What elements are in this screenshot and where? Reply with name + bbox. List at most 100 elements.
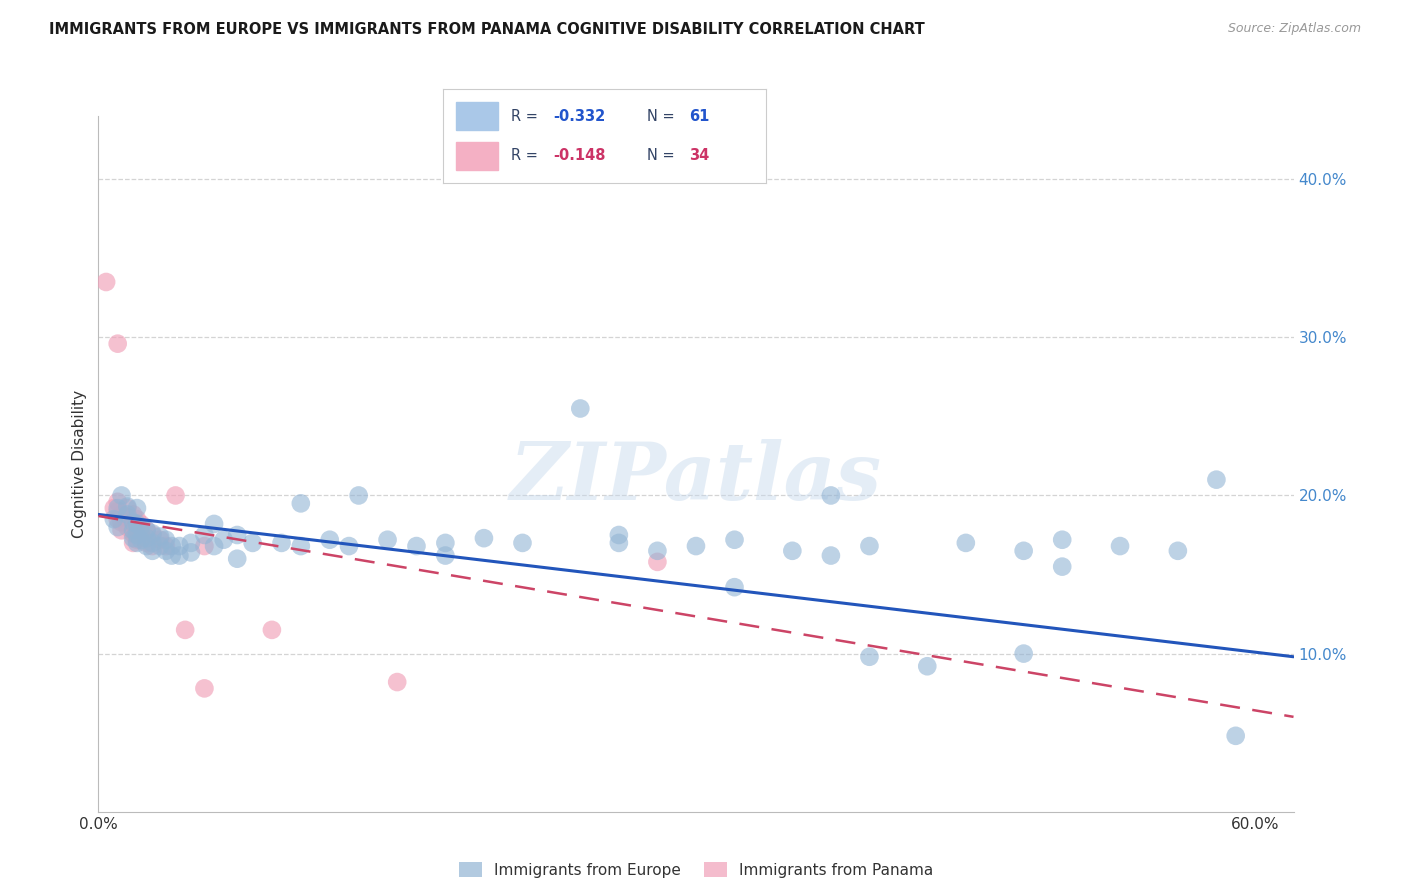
Bar [456, 142, 498, 169]
Text: 61: 61 [689, 109, 709, 124]
Point [472, 531, 495, 545]
Point [1205, 473, 1227, 487]
Point [160, 549, 183, 563]
Point [125, 501, 148, 516]
Point [434, 549, 457, 563]
Point [117, 500, 139, 514]
Point [782, 543, 804, 558]
Point [135, 539, 157, 553]
Point [141, 536, 163, 550]
Text: R =: R = [510, 148, 543, 163]
Point [149, 530, 172, 544]
Point [117, 520, 139, 534]
Point [290, 539, 312, 553]
Bar [456, 103, 498, 130]
Point [193, 528, 215, 542]
Point [858, 649, 880, 664]
Text: 34: 34 [689, 148, 709, 163]
Point [202, 516, 225, 531]
Point [226, 551, 249, 566]
Point [107, 520, 129, 534]
Point [122, 536, 145, 550]
Point [135, 523, 157, 537]
Text: -0.332: -0.332 [553, 109, 605, 124]
Point [117, 510, 139, 524]
Point [202, 539, 225, 553]
Point [122, 508, 145, 522]
Point [125, 512, 148, 526]
Point [155, 533, 177, 547]
Point [607, 536, 630, 550]
Point [107, 512, 129, 526]
Point [110, 523, 132, 537]
Point [377, 533, 399, 547]
Point [103, 501, 125, 516]
Point [141, 543, 163, 558]
Point [122, 516, 145, 531]
Point [107, 336, 129, 351]
Text: -0.148: -0.148 [553, 148, 606, 163]
Point [212, 533, 235, 547]
Legend: Immigrants from Europe, Immigrants from Panama: Immigrants from Europe, Immigrants from … [453, 856, 939, 884]
Point [647, 555, 669, 569]
Point [169, 549, 191, 563]
Point [107, 495, 129, 509]
Point [129, 516, 152, 531]
Text: IMMIGRANTS FROM EUROPE VS IMMIGRANTS FROM PANAMA COGNITIVE DISABILITY CORRELATIO: IMMIGRANTS FROM EUROPE VS IMMIGRANTS FRO… [49, 22, 925, 37]
Text: N =: N = [647, 148, 679, 163]
Point [141, 539, 163, 553]
Point [270, 536, 292, 550]
Point [1167, 543, 1189, 558]
Point [1012, 543, 1035, 558]
Point [135, 523, 157, 537]
Point [1225, 729, 1247, 743]
Point [125, 536, 148, 550]
Point [290, 496, 312, 510]
Point [607, 528, 630, 542]
Point [820, 549, 842, 563]
Point [149, 533, 172, 547]
Point [122, 526, 145, 541]
Point [122, 531, 145, 545]
Point [820, 488, 842, 502]
Point [226, 528, 249, 542]
Point [125, 528, 148, 542]
Point [723, 580, 745, 594]
Point [125, 516, 148, 531]
Text: R =: R = [510, 109, 543, 124]
Point [512, 536, 534, 550]
Point [193, 681, 215, 696]
Point [858, 539, 880, 553]
Point [107, 504, 129, 518]
Text: N =: N = [647, 109, 679, 124]
Point [117, 501, 139, 516]
Point [1050, 559, 1073, 574]
Point [180, 545, 202, 559]
Point [260, 623, 283, 637]
Point [1012, 647, 1035, 661]
Point [169, 539, 191, 553]
Point [685, 539, 707, 553]
Point [110, 488, 132, 502]
Text: ZIPatlas: ZIPatlas [510, 439, 882, 516]
Point [125, 533, 148, 547]
Point [107, 501, 129, 516]
Point [110, 508, 132, 522]
Point [917, 659, 939, 673]
Point [155, 539, 177, 553]
Point [193, 539, 215, 553]
Point [155, 543, 177, 558]
Point [405, 539, 427, 553]
Point [347, 488, 370, 502]
Point [955, 536, 977, 550]
Point [569, 401, 592, 416]
Point [141, 526, 163, 541]
Point [1109, 539, 1132, 553]
Point [149, 539, 172, 553]
Point [385, 675, 409, 690]
Point [180, 536, 202, 550]
Point [141, 528, 163, 542]
Point [242, 536, 264, 550]
Point [165, 488, 187, 502]
Point [1050, 533, 1073, 547]
